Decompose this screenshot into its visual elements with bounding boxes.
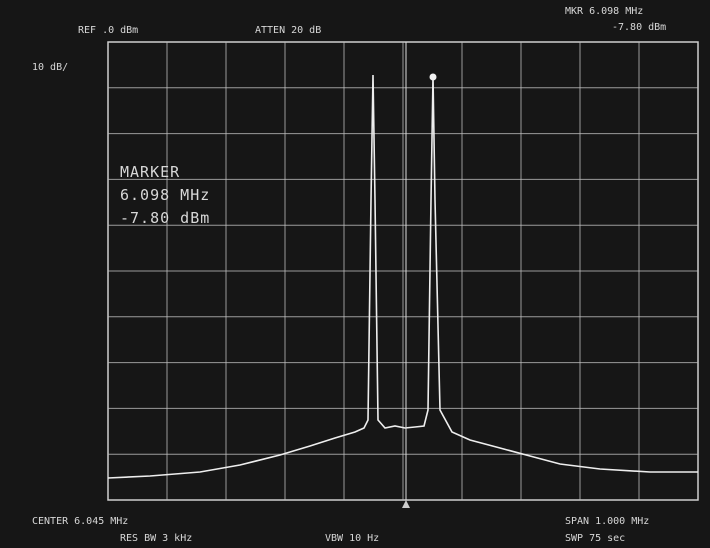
marker-box-level: -7.80 dBm (120, 209, 210, 227)
marker-title: MARKER (120, 163, 180, 181)
marker-dot (430, 74, 437, 81)
sweep-time: SWP 75 sec (565, 533, 625, 544)
screen-background (0, 0, 710, 548)
attenuation: ATTEN 20 dB (255, 25, 321, 36)
marker-frequency: MKR 6.098 MHz (565, 6, 643, 17)
marker-level: -7.80 dBm (612, 22, 666, 33)
span: SPAN 1.000 MHz (565, 516, 649, 527)
center-frequency: CENTER 6.045 MHz (32, 516, 128, 527)
marker-box-frequency: 6.098 MHz (120, 186, 210, 204)
scale-per-div: 10 dB/ (32, 62, 68, 73)
analyzer-screen: REF .0 dBm ATTEN 20 dB MKR 6.098 MHz -7.… (0, 0, 710, 548)
ref-level: REF .0 dBm (78, 25, 138, 36)
video-bandwidth: VBW 10 Hz (325, 533, 379, 544)
resolution-bandwidth: RES BW 3 kHz (120, 533, 192, 544)
